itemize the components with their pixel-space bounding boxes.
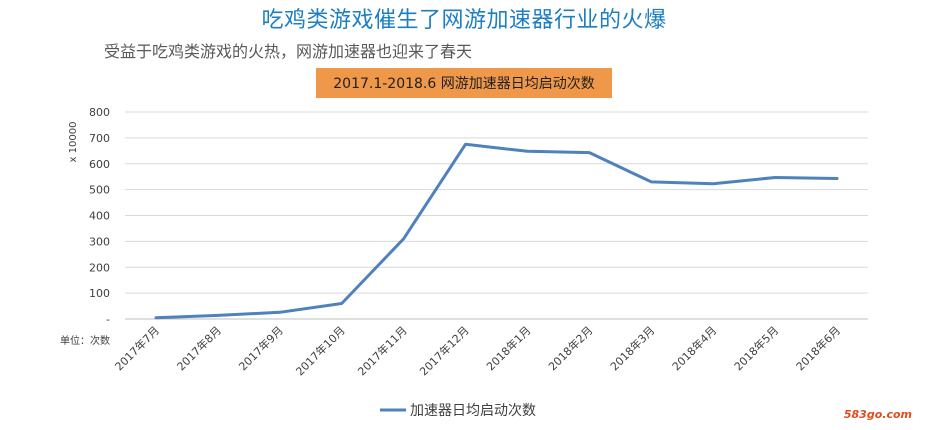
x-tick-label: 2018年1月: [483, 323, 533, 373]
page-title: 吃鸡类游戏催生了网游加速器行业的火爆: [261, 8, 667, 33]
watermark: 583go.com: [843, 408, 912, 421]
x-tick-label: 2018年3月: [607, 323, 657, 373]
y-axis-ticks: - 100 200 300 400 500 600 700 800: [89, 106, 110, 326]
y-tick-label: -: [106, 313, 110, 326]
y-tick-label: 100: [89, 287, 110, 300]
unit-label: 单位：次数: [60, 334, 110, 347]
x-axis-ticks: 2017年7月 2017年8月 2017年9月 2017年10月 2017年11月 201…: [112, 323, 843, 378]
series-line: [154, 142, 839, 320]
y-tick-label: 800: [89, 106, 110, 119]
legend-label: 加速器日均启动次数: [410, 403, 536, 419]
y-tick-label: 700: [89, 132, 110, 145]
x-tick-label: 2018年2月: [545, 323, 595, 373]
y-tick-label: 600: [89, 158, 110, 171]
y-tick-label: 300: [89, 235, 110, 248]
x-tick-label: 2017年9月: [236, 323, 286, 373]
y-tick-label: 400: [89, 210, 110, 223]
page-subtitle: 受益于吃鸡类游戏的火热，网游加速器也迎来了春天: [104, 42, 473, 61]
x-tick-label: 2017年11月: [355, 323, 410, 378]
gridlines: [125, 111, 868, 320]
y-axis-label: x 10000: [68, 122, 79, 163]
legend: 加速器日均启动次数: [380, 403, 536, 419]
x-tick-label: 2017年12月: [417, 323, 472, 378]
chart-title: 2017.1-2018.6 网游加速器日均启动次数: [316, 68, 612, 98]
y-tick-label: 200: [89, 261, 110, 274]
x-tick-label: 2018年5月: [731, 323, 781, 373]
y-tick-label: 500: [89, 184, 110, 197]
x-tick-label: 2018年6月: [793, 323, 843, 373]
x-tick-label: 2017年8月: [174, 323, 224, 373]
x-tick-label: 2017年7月: [112, 323, 162, 373]
x-tick-label: 2018年4月: [669, 323, 719, 373]
x-tick-label: 2017年10月: [293, 323, 348, 378]
